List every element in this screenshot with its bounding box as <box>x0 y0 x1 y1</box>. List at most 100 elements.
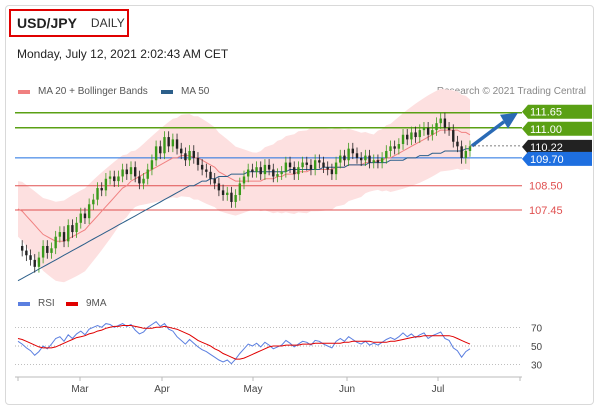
candle-body <box>125 169 129 175</box>
candle-body <box>175 139 179 149</box>
candle-body <box>117 176 120 182</box>
candle-body <box>58 232 62 237</box>
candle-body <box>456 141 459 147</box>
candle-body <box>309 164 313 170</box>
candle-body <box>389 146 392 151</box>
candle-body <box>293 167 296 175</box>
report-datetime: Monday, July 12, 2021 2:02:43 AM CET <box>17 47 229 61</box>
candle-body <box>255 167 258 172</box>
candle-body <box>180 148 183 154</box>
candle-body <box>234 195 237 202</box>
candle-body <box>435 123 438 131</box>
candle-body <box>364 155 367 161</box>
candle-body <box>297 167 300 175</box>
rsi-tick-30: 30 <box>531 361 543 372</box>
candle-body <box>150 160 154 170</box>
candle-body <box>414 132 417 138</box>
candle-body <box>460 146 463 158</box>
candle-body <box>301 162 304 168</box>
level-label-108.50: 108.50 <box>529 181 563 193</box>
chart-frame <box>5 5 594 405</box>
candle-body <box>359 157 363 161</box>
candle-body <box>129 167 133 175</box>
candle-body <box>188 150 191 161</box>
candle-body <box>87 204 91 219</box>
candle-body <box>380 157 384 163</box>
candle-body <box>200 164 204 170</box>
candle-body <box>238 183 242 195</box>
candle-body <box>226 192 229 195</box>
candle-body <box>422 127 426 131</box>
candle-body <box>305 162 308 165</box>
candle-body <box>347 148 350 161</box>
copyright-text: Research © 2021 Trading Central <box>436 86 586 97</box>
candle-body <box>67 225 70 242</box>
candle-body <box>154 146 158 161</box>
instrument-title-box: USD/JPY DAILY <box>9 9 129 37</box>
candle-body <box>263 164 267 175</box>
candle-body <box>368 155 371 163</box>
candle-body <box>426 127 430 135</box>
level-label-110.22: 110.22 <box>530 142 563 154</box>
candle-body <box>443 118 447 128</box>
candle-body <box>62 232 66 242</box>
candle-body <box>418 130 421 138</box>
candle-body <box>159 146 162 154</box>
rsi-series-9ma <box>17 325 471 360</box>
candle-body <box>351 148 355 154</box>
candle-body <box>322 162 325 168</box>
candle-body <box>209 171 212 179</box>
candle-body <box>133 167 137 177</box>
candle-body <box>259 167 262 175</box>
candle-body <box>230 192 233 202</box>
legend-rsi: RSI <box>18 298 55 309</box>
candle-body <box>221 190 225 195</box>
x-tick-mar: Mar <box>71 384 89 395</box>
level-tag-110.22 <box>522 139 592 154</box>
candle-body <box>75 222 78 233</box>
candle-body <box>83 213 87 219</box>
candle-body <box>339 155 342 163</box>
candle-body <box>196 157 200 165</box>
legend-label: 9MA <box>86 298 107 309</box>
candle-body <box>372 160 375 163</box>
candle-body <box>217 183 221 191</box>
candle-body <box>246 169 250 177</box>
candle-body <box>251 169 254 172</box>
legend-swatch <box>18 301 30 306</box>
level-tag-111.65 <box>522 104 592 119</box>
candle-body <box>25 250 28 256</box>
x-tick-jun: Jun <box>339 384 355 395</box>
candle-body <box>50 248 53 253</box>
candle-body <box>410 132 413 140</box>
candle-body <box>33 259 36 267</box>
x-tick-may: May <box>244 384 263 395</box>
candle-body <box>272 169 275 177</box>
candle-body <box>276 174 279 177</box>
candle-body <box>439 118 442 124</box>
rsi-series-rsi <box>17 321 471 365</box>
candlesticks <box>20 112 472 273</box>
candle-body <box>138 176 141 184</box>
legend-ma50: MA 50 <box>161 86 209 97</box>
level-label-107.45: 107.45 <box>529 205 563 217</box>
candle-body <box>37 257 41 267</box>
candle-body <box>100 188 103 191</box>
candle-body <box>29 255 32 260</box>
legend-label: MA 50 <box>181 86 210 97</box>
rsi-panel: 70 50 30 <box>15 321 543 372</box>
forecast-arrow-head <box>500 112 518 129</box>
candle-body <box>54 236 57 249</box>
x-axis: Mar Apr May Jun Jul <box>15 376 522 395</box>
candle-body <box>41 245 45 258</box>
candle-body <box>171 139 175 147</box>
x-tick-jul: Jul <box>432 384 445 395</box>
legend-9ma: 9MA <box>66 298 107 309</box>
candle-body <box>452 130 455 142</box>
candle-body <box>167 137 170 147</box>
rsi-tick-50: 50 <box>531 342 543 353</box>
candle-body <box>330 169 334 175</box>
candle-body <box>142 178 145 184</box>
candle-body <box>205 169 208 172</box>
